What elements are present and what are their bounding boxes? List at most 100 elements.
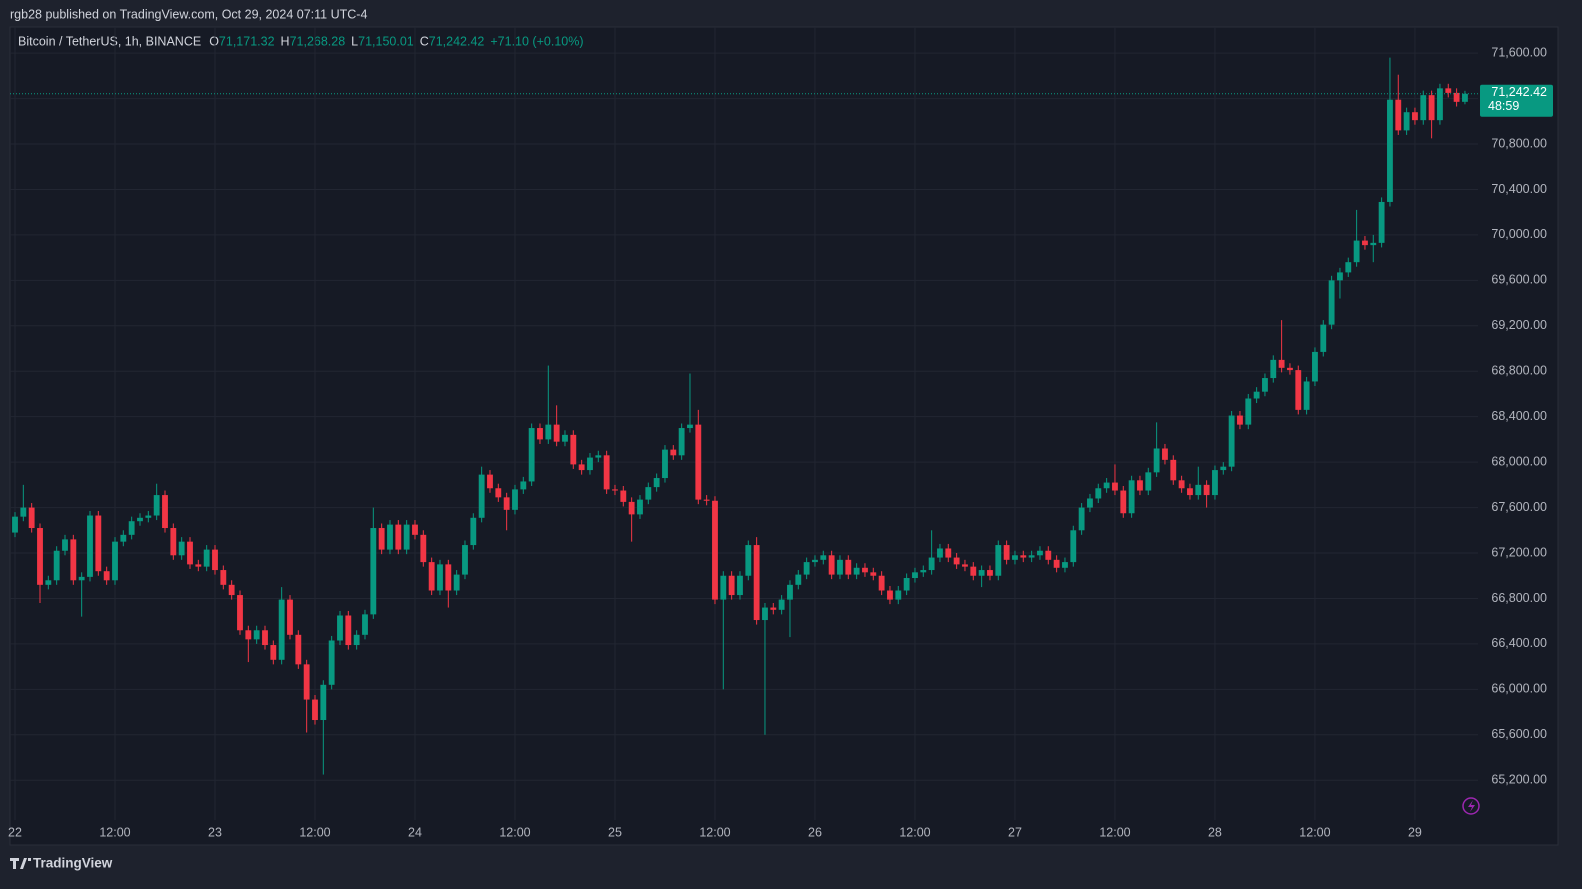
candle-body	[1153, 448, 1160, 473]
candle-body	[62, 539, 68, 551]
candle-body	[445, 564, 452, 591]
candle-body	[753, 545, 760, 621]
candle-body	[303, 664, 310, 700]
candle-body	[978, 570, 985, 576]
candle-body	[995, 545, 1002, 576]
candle-body	[220, 570, 227, 585]
candle-body	[953, 557, 960, 565]
legend-symbol: Bitcoin / TetherUS, 1h, BINANCE	[18, 34, 201, 48]
candle-body	[395, 524, 402, 550]
candle-body	[1187, 488, 1193, 496]
x-tick-label: 12:00	[499, 825, 530, 839]
candle-body	[495, 488, 502, 498]
candle-body	[678, 428, 685, 456]
candle-body	[828, 555, 835, 575]
y-tick-label: 71,600.00	[1491, 45, 1547, 59]
candle-body	[1320, 324, 1327, 352]
legend-l: 71,150.01	[358, 34, 414, 48]
y-tick-label: 66,000.00	[1491, 682, 1547, 696]
y-tick-label: 65,200.00	[1491, 773, 1547, 787]
candle-body	[512, 489, 518, 510]
candle-body	[95, 515, 102, 572]
candle-body	[945, 548, 952, 558]
candle-body	[895, 590, 902, 600]
candle-body	[870, 572, 877, 576]
candle-body	[762, 607, 768, 621]
candle-body	[1053, 559, 1060, 568]
candle-body	[562, 434, 568, 442]
candle-body	[803, 562, 810, 575]
candle-body	[1453, 92, 1460, 102]
candle-body	[1387, 99, 1393, 202]
candle-body	[1445, 88, 1452, 93]
candle-body	[203, 549, 210, 567]
candle-body	[420, 534, 427, 563]
legend-l-label: L	[351, 34, 358, 48]
candle-body	[478, 474, 485, 518]
candle-body	[912, 572, 918, 579]
candle-body	[1362, 240, 1368, 246]
candle-body	[1120, 490, 1127, 514]
candle-body	[253, 630, 260, 640]
candle-body	[295, 634, 302, 665]
candle-body	[1403, 112, 1410, 131]
candle-body	[1203, 484, 1210, 496]
candle-body	[1228, 415, 1235, 467]
candle-body	[120, 534, 127, 542]
y-axis: 65,200.00 65,600.00 66,000.00 66,400.00 66,8…	[1480, 45, 1553, 787]
candle-body	[187, 541, 193, 565]
candle-body	[1345, 262, 1352, 273]
candle-body	[1412, 112, 1418, 121]
candle-body	[837, 559, 843, 575]
candle-body	[1145, 472, 1152, 491]
candle-body	[1312, 351, 1318, 382]
candle-body	[1020, 555, 1027, 558]
candle-body	[520, 481, 527, 490]
candle-body	[1012, 555, 1018, 560]
candle-body	[778, 599, 785, 610]
candle-body	[1328, 280, 1335, 325]
candle-body	[1428, 95, 1435, 121]
x-axis: 22 12:00 23 12:00 24 12:00 25 12:00 26 12:00 27 12:…	[8, 825, 1422, 839]
price-tag-price: 71,242.42	[1491, 85, 1547, 99]
lightning-icon[interactable]	[1462, 797, 1480, 815]
logo-icon	[10, 858, 31, 869]
candle-body	[12, 516, 18, 533]
tradingview-logo: TradingView	[10, 856, 113, 871]
x-tick-label: 28	[1208, 825, 1222, 839]
candle-body	[287, 599, 293, 635]
y-tick-label: 70,400.00	[1491, 182, 1547, 196]
candle-body	[845, 559, 852, 575]
candle-body	[387, 524, 393, 550]
candle-body	[1170, 459, 1177, 481]
x-tick-label: 12:00	[699, 825, 730, 839]
footer-brand: TradingView	[33, 856, 113, 871]
candle-body	[578, 464, 585, 471]
candle-body	[853, 567, 860, 575]
candle-body	[178, 541, 185, 556]
candle-body	[20, 507, 27, 517]
candle-body	[362, 614, 368, 635]
y-tick-label: 68,800.00	[1491, 364, 1547, 378]
candle-body	[662, 449, 668, 479]
candle-body	[428, 562, 435, 591]
x-tick-label: 26	[808, 825, 822, 839]
candle-body	[528, 428, 535, 482]
candle-body	[37, 528, 43, 585]
candle-body	[170, 528, 177, 556]
candle-body	[1095, 488, 1102, 499]
candle-body	[70, 539, 77, 581]
legend-h: 71,268.28	[290, 34, 346, 48]
candle-body	[1278, 359, 1285, 368]
legend-h-label: H	[281, 34, 290, 48]
candle-body	[795, 574, 802, 585]
y-tick-label: 69,600.00	[1491, 273, 1547, 287]
candle-body	[28, 507, 35, 529]
candle-body	[903, 578, 910, 591]
y-tick-label: 70,800.00	[1491, 136, 1547, 150]
candle-body	[262, 630, 268, 646]
price-tag	[1480, 84, 1553, 117]
candle-body	[212, 549, 218, 571]
legend: Bitcoin / TetherUS, 1h, BINANCE O 71,171.…	[18, 34, 584, 48]
